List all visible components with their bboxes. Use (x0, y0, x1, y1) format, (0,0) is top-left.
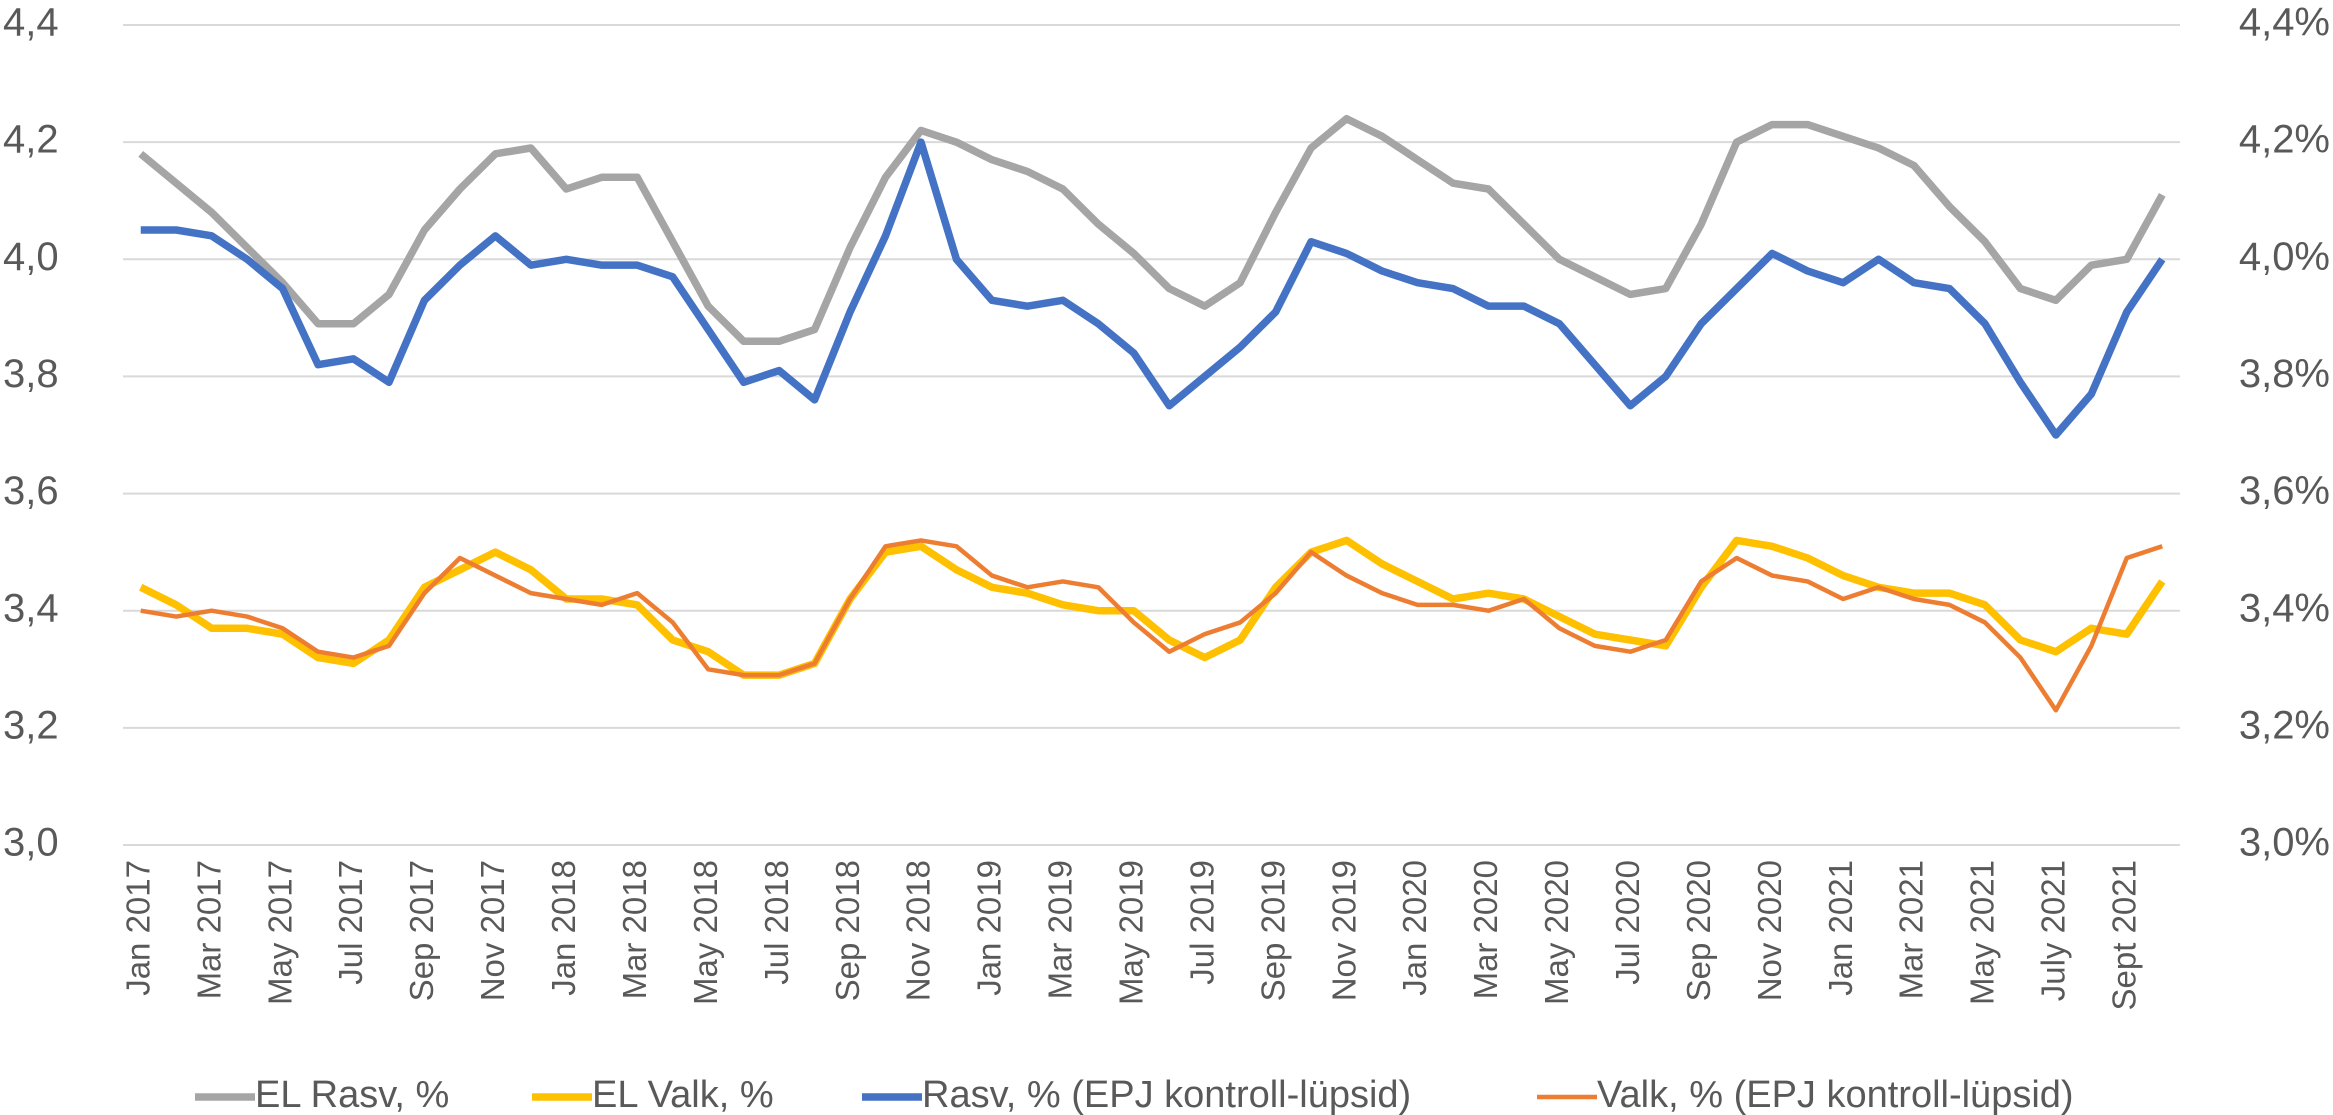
x-tick-label: Sep 2020 (1680, 860, 1717, 1001)
x-tick-label: Sep 2017 (403, 860, 440, 1001)
x-tick-label: Jul 2018 (758, 860, 795, 985)
y2-tick-label: 3,8% (2239, 352, 2330, 396)
y2-tick-label: 4,2% (2239, 118, 2330, 162)
x-tick-label: Jan 2019 (971, 860, 1008, 996)
y-tick-label: 3,4 (3, 586, 59, 630)
y-tick-label: 3,8 (3, 352, 59, 396)
legend-label: EL Rasv, % (255, 1074, 449, 1115)
x-tick-label: May 2020 (1538, 860, 1575, 1005)
y2-tick-label: 4,0% (2239, 235, 2330, 279)
x-tick-label: Mar 2020 (1467, 860, 1504, 999)
y2-tick-label: 4,4% (2239, 1, 2330, 45)
y2-tick-label: 3,4% (2239, 586, 2330, 630)
legend-label: EL Valk, % (592, 1074, 774, 1115)
x-tick-label: May 2021 (1964, 860, 2001, 1005)
x-tick-label: Mar 2018 (616, 860, 653, 999)
y-tick-label: 3,0 (3, 821, 59, 865)
x-tick-label: Jan 2021 (1822, 860, 1859, 996)
y-tick-label: 4,4 (3, 1, 59, 45)
x-tick-label: Sep 2019 (1254, 860, 1291, 1001)
x-tick-label: Jul 2017 (332, 860, 369, 985)
legend-label: Rasv, % (EPJ kontroll-lüpsid) (922, 1074, 1411, 1115)
x-tick-label: Mar 2019 (1042, 860, 1079, 999)
y-tick-label: 3,6 (3, 469, 59, 513)
y-tick-label: 4,0 (3, 235, 59, 279)
x-tick-label: May 2019 (1112, 860, 1149, 1005)
series-line (140, 138, 2166, 439)
y2-tick-label: 3,0% (2239, 821, 2330, 865)
x-tick-label: Jan 2018 (545, 860, 582, 996)
x-tick-label: Sept 2021 (2106, 860, 2143, 1010)
x-tick-label: Jan 2017 (119, 860, 156, 996)
series-line (140, 538, 2163, 713)
y2-tick-label: 3,2% (2239, 703, 2330, 747)
series-line (139, 536, 2166, 679)
x-tick-label: July 2021 (2035, 860, 2072, 1001)
y-tick-label: 4,2 (3, 118, 59, 162)
legend-label: Valk, % (EPJ kontroll-lüpsid) (1597, 1074, 2074, 1115)
x-tick-label: Sep 2018 (829, 860, 866, 1001)
x-tick-label: Jul 2020 (1609, 860, 1646, 985)
y2-tick-label: 3,6% (2239, 469, 2330, 513)
series-line (138, 114, 2166, 346)
x-tick-label: Mar 2017 (190, 860, 227, 999)
x-tick-label: Nov 2018 (900, 860, 937, 1001)
x-tick-label: Jul 2019 (1183, 860, 1220, 985)
x-tick-label: Nov 2020 (1751, 860, 1788, 1001)
x-tick-label: Mar 2021 (1893, 860, 1930, 999)
x-tick-label: May 2018 (687, 860, 724, 1005)
x-tick-label: Nov 2017 (474, 860, 511, 1001)
x-tick-label: Nov 2019 (1325, 860, 1362, 1001)
x-tick-label: Jan 2020 (1396, 860, 1433, 996)
x-tick-label: May 2017 (261, 860, 298, 1005)
y-tick-label: 3,2 (3, 703, 59, 747)
